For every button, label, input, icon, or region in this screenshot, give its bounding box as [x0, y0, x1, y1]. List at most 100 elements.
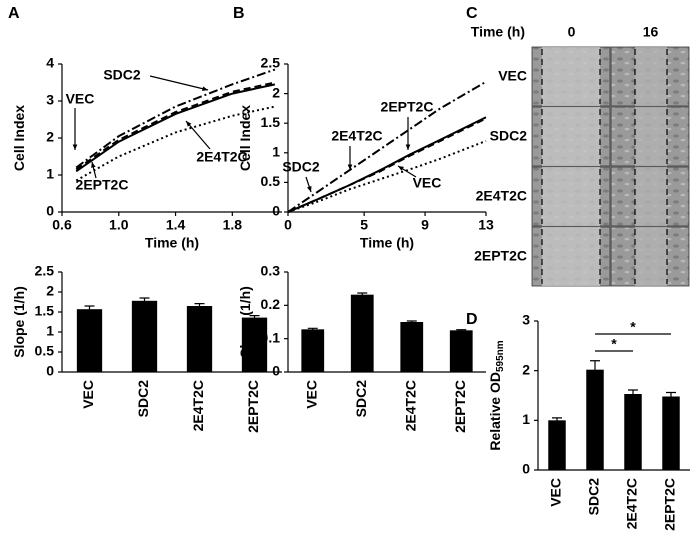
series-line — [287, 116, 487, 213]
x-tick-label: 0.6 — [52, 217, 72, 233]
row-label: 2E4T2C — [476, 188, 527, 204]
y-tick-label: 0 — [522, 461, 530, 477]
scratch-gap — [635, 47, 667, 106]
x-tick-label: 5 — [360, 217, 368, 233]
y-axis-label: Cell Index — [11, 105, 27, 171]
x-tick-label: 0 — [284, 217, 292, 233]
y-axis-label: Relative OD595nm — [487, 340, 506, 450]
bar — [624, 394, 642, 470]
error-bar — [590, 360, 600, 380]
bar — [131, 300, 158, 372]
x-tick-label: 1.0 — [109, 217, 129, 233]
error-bar — [357, 292, 368, 297]
scratch-gap — [542, 107, 600, 166]
y-axis-label: Slope (1/h) — [237, 286, 253, 358]
arrow-head — [405, 144, 411, 150]
bar — [241, 317, 268, 372]
panel-letter: A — [8, 5, 20, 22]
series-line — [75, 105, 276, 182]
y-tick-label: 1 — [272, 144, 280, 160]
bar — [186, 306, 213, 372]
series-line — [287, 80, 487, 213]
x-tick-label: 2EPT2C — [245, 380, 261, 433]
scratch-gap — [635, 107, 667, 166]
error-bar — [139, 297, 150, 305]
x-tick-label: 2E4T2C — [190, 380, 206, 431]
error-bar — [552, 417, 562, 424]
y-tick-label: 0 — [272, 363, 280, 379]
y-tick-label: 1 — [46, 166, 54, 182]
y-axis-label-text: Relative OD — [487, 372, 503, 451]
bar — [301, 329, 325, 372]
y-axis-label-text: Cell Index — [237, 105, 253, 171]
x-tick-label: VEC — [548, 478, 564, 507]
y-tick-label: 1 — [46, 323, 54, 339]
column-label: 0 — [568, 24, 576, 40]
panel-letter: C — [466, 5, 478, 22]
y-tick-label: 2.5 — [35, 263, 55, 279]
arrow-head — [91, 162, 96, 168]
x-tick-label: 9 — [421, 217, 429, 233]
bar — [350, 294, 374, 372]
row-label: SDC2 — [490, 128, 528, 144]
scratch-gap — [542, 167, 600, 226]
series-label: 2E4T2C — [196, 149, 247, 165]
y-tick-label: 1 — [522, 411, 530, 427]
y-tick-label: 3 — [46, 92, 54, 108]
y-tick-label: 2 — [46, 283, 54, 299]
series-line — [75, 83, 276, 173]
bar — [662, 396, 680, 470]
y-tick-label: 2 — [46, 129, 54, 145]
y-tick-label: 0.5 — [35, 343, 55, 359]
y-tick-label: 2 — [522, 361, 530, 377]
arrow-head — [186, 121, 192, 127]
scratch-gap — [542, 47, 600, 106]
series-label: 2EPT2C — [76, 177, 129, 193]
arrow-head — [202, 86, 208, 91]
y-tick-label: 2.5 — [261, 55, 281, 71]
significance-star: * — [630, 319, 636, 335]
series-label: 2EPT2C — [381, 99, 434, 115]
x-tick-label: 2E4T2C — [624, 478, 640, 529]
x-tick-label: 2E4T2C — [402, 380, 418, 431]
series-label: SDC2 — [282, 159, 320, 175]
y-axis-label: Slope (1/h) — [11, 286, 27, 358]
x-tick-label: 13 — [478, 217, 494, 233]
x-axis-label: Time (h) — [145, 235, 199, 251]
error-bar — [666, 391, 676, 402]
series-line — [287, 140, 487, 213]
error-bar — [628, 389, 638, 399]
bar — [449, 330, 473, 372]
bar — [76, 309, 103, 372]
x-tick-label: 1.4 — [166, 217, 186, 233]
y-axis-label-text: Slope (1/h) — [237, 286, 253, 358]
y-tick-label: 4 — [46, 55, 54, 71]
arrow-shaft — [149, 75, 209, 91]
x-tick-label: 2EPT2C — [452, 380, 468, 433]
y-axis-label-text: Cell Index — [11, 105, 27, 171]
arrow-head — [307, 186, 312, 192]
y-tick-label: 0.1 — [261, 329, 281, 345]
x-tick-label: SDC2 — [353, 380, 369, 418]
error-bar — [249, 315, 260, 321]
bar — [586, 369, 604, 470]
x-axis-label: Time (h) — [360, 235, 414, 251]
y-tick-label: 0 — [46, 363, 54, 379]
error-bar — [194, 303, 205, 309]
arrow-head — [72, 144, 78, 150]
error-bar — [456, 329, 467, 332]
row-label: 2EPT2C — [474, 248, 527, 264]
arrow-head — [398, 166, 404, 171]
column-label: 16 — [643, 24, 659, 40]
series-label: VEC — [413, 175, 442, 191]
panel-letter: B — [233, 5, 245, 22]
row-label: VEC — [498, 68, 527, 84]
y-axis-label-subscript: 595nm — [495, 340, 506, 372]
error-bar — [84, 305, 95, 313]
y-tick-label: 1.5 — [261, 114, 281, 130]
arrow-shaft — [185, 120, 211, 150]
y-axis-label: Cell Index — [237, 105, 253, 171]
x-tick-label: 2EPT2C — [662, 478, 678, 531]
y-tick-label: 0.5 — [261, 173, 281, 189]
